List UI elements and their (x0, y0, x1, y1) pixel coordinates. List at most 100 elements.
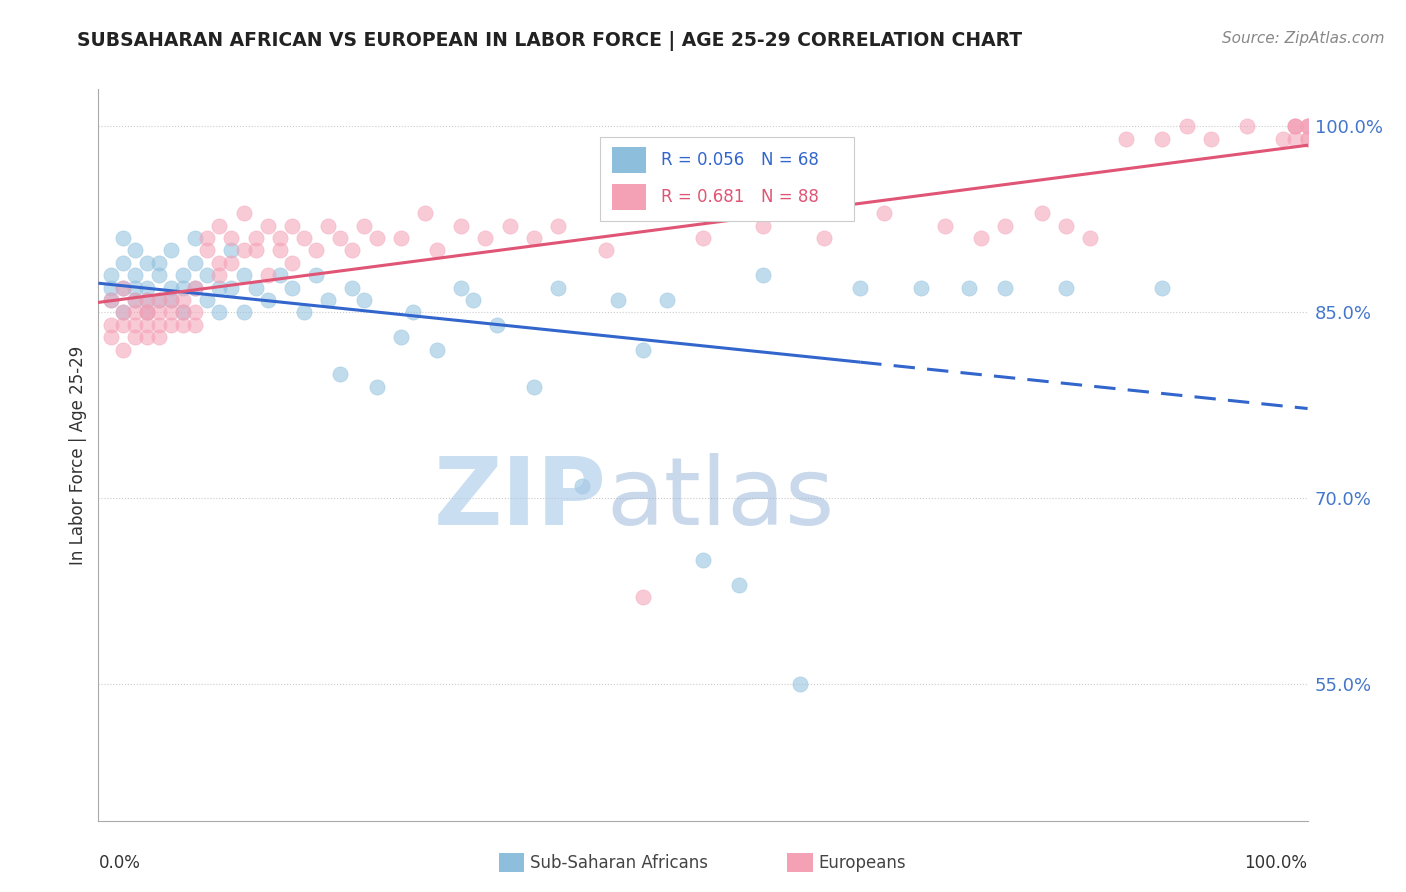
Point (184, 231, 207, 245)
Point (571, 479, 593, 493)
Point (100, 268, 122, 282)
Point (1078, 231, 1101, 245)
Point (1031, 206, 1053, 220)
Point (426, 343, 449, 357)
Point (366, 380, 388, 394)
Point (1199, 132, 1222, 146)
Point (124, 293, 146, 307)
Point (100, 280, 122, 294)
Point (389, 231, 412, 245)
Point (135, 305, 157, 319)
Point (934, 219, 956, 233)
Point (426, 244, 449, 258)
Point (595, 244, 617, 258)
Point (789, 677, 811, 691)
Point (281, 280, 304, 294)
Point (353, 219, 375, 233)
Point (316, 219, 339, 233)
Point (873, 206, 896, 220)
Point (148, 268, 170, 282)
Point (221, 244, 243, 258)
Point (160, 305, 183, 319)
Point (281, 219, 304, 233)
Point (547, 219, 569, 233)
Point (1284, 120, 1306, 134)
Point (1236, 120, 1258, 134)
Point (148, 318, 170, 332)
Point (692, 553, 714, 567)
Point (450, 280, 472, 294)
Point (208, 305, 231, 319)
Point (208, 219, 231, 233)
Point (100, 293, 122, 307)
Point (172, 293, 194, 307)
Point (256, 219, 278, 233)
Text: 0.0%: 0.0% (98, 854, 141, 871)
Text: SUBSAHARAN AFRICAN VS EUROPEAN IN LABOR FORCE | AGE 25-29 CORRELATION CHART: SUBSAHARAN AFRICAN VS EUROPEAN IN LABOR … (77, 31, 1022, 51)
Text: R = 0.056: R = 0.056 (661, 151, 744, 169)
Text: 100.0%: 100.0% (1244, 854, 1308, 871)
Point (957, 280, 980, 294)
Point (305, 244, 328, 258)
Point (316, 293, 339, 307)
Point (752, 268, 775, 282)
FancyBboxPatch shape (613, 184, 647, 210)
Point (135, 305, 157, 319)
Point (184, 280, 207, 294)
Point (463, 293, 485, 307)
Point (111, 305, 134, 319)
Point (256, 293, 278, 307)
Point (100, 330, 122, 344)
Text: Source: ZipAtlas.com: Source: ZipAtlas.com (1222, 31, 1385, 46)
Point (208, 268, 231, 282)
Point (728, 578, 751, 592)
Point (474, 231, 496, 245)
Point (100, 293, 122, 307)
Point (111, 318, 134, 332)
Point (752, 219, 775, 233)
Point (111, 231, 134, 245)
Point (1054, 280, 1077, 294)
Point (135, 305, 157, 319)
Point (305, 268, 328, 282)
Point (232, 268, 254, 282)
Point (172, 280, 194, 294)
Point (111, 280, 134, 294)
Text: R = 0.681: R = 0.681 (661, 187, 744, 206)
Point (100, 318, 122, 332)
Point (1296, 132, 1319, 146)
Point (486, 318, 509, 332)
Point (1296, 120, 1319, 134)
Point (135, 280, 157, 294)
Point (172, 268, 194, 282)
Point (124, 293, 146, 307)
Text: atlas: atlas (606, 453, 835, 545)
Point (221, 280, 243, 294)
Point (413, 206, 436, 220)
Point (1115, 132, 1137, 146)
FancyBboxPatch shape (600, 136, 855, 221)
Point (523, 380, 546, 394)
Point (692, 231, 714, 245)
Point (232, 206, 254, 220)
Point (281, 256, 304, 270)
Point (135, 318, 157, 332)
Point (184, 318, 207, 332)
Point (1284, 120, 1306, 134)
Point (124, 280, 146, 294)
Point (111, 305, 134, 319)
Point (1296, 132, 1319, 146)
Point (1296, 120, 1319, 134)
Point (148, 330, 170, 344)
Point (124, 305, 146, 319)
Point (184, 280, 207, 294)
Point (160, 244, 183, 258)
FancyBboxPatch shape (613, 147, 647, 173)
Point (366, 231, 388, 245)
Point (135, 256, 157, 270)
Point (148, 293, 170, 307)
Point (195, 231, 218, 245)
Point (160, 280, 183, 294)
Text: ZIP: ZIP (433, 453, 606, 545)
Point (195, 268, 218, 282)
